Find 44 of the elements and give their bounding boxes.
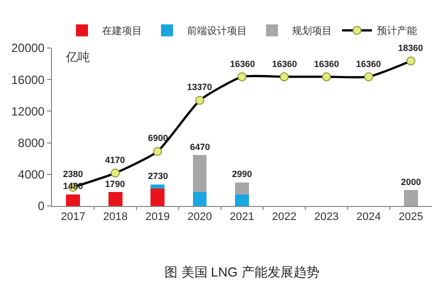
bar [235,194,249,206]
data-label: 18360 [398,43,424,53]
x-tick-label: 2021 [230,211,254,224]
x-tick-label: 2024 [356,211,381,224]
bar [66,194,80,206]
total-label: 1790 [105,179,126,189]
bar [235,182,249,195]
total-label: 2730 [148,171,168,181]
x-tick-label: 2022 [272,211,296,224]
bar [404,190,418,206]
total-label: 6470 [190,142,210,152]
data-label: 16360 [356,59,382,69]
legend-label: 前端设计项目 [187,25,247,38]
bar [192,192,207,206]
bar [192,154,207,192]
bar [150,184,165,189]
x-tick-label: 2025 [398,211,424,224]
y-tick-label: 0 [38,199,45,214]
x-tick-label: 2018 [103,211,128,224]
data-label: 2380 [63,169,84,179]
data-label: 16360 [230,59,256,69]
x-tick-label: 2023 [314,211,339,224]
data-label: 16360 [314,59,340,69]
x-tick-label: 2020 [188,211,212,224]
x-tick-label: 2019 [145,211,170,224]
total-label: 2990 [232,169,252,179]
bar [150,188,165,206]
data-label: 16360 [272,59,298,69]
y-tick-label: 4000 [18,168,45,182]
data-label: 6900 [148,133,168,143]
bar [108,192,122,206]
y-tick-label: 20000 [11,41,45,56]
legend-label: 预计产能 [377,25,417,38]
data-label: 13370 [187,82,212,92]
y-tick-label: 16000 [11,72,45,87]
text: 图 美国 LNG 产能发展趋势 [164,264,320,280]
y-axis-title: 亿吨 [65,50,90,64]
y-tick-label: 12000 [11,104,45,118]
total-label: 2000 [401,177,422,187]
legend-label: 在建项目 [102,25,142,38]
x-tick-label: 2017 [60,211,86,224]
data-label: 4170 [105,155,126,165]
y-tick-label: 8000 [18,136,45,150]
legend-label: 规划项目 [292,25,332,38]
